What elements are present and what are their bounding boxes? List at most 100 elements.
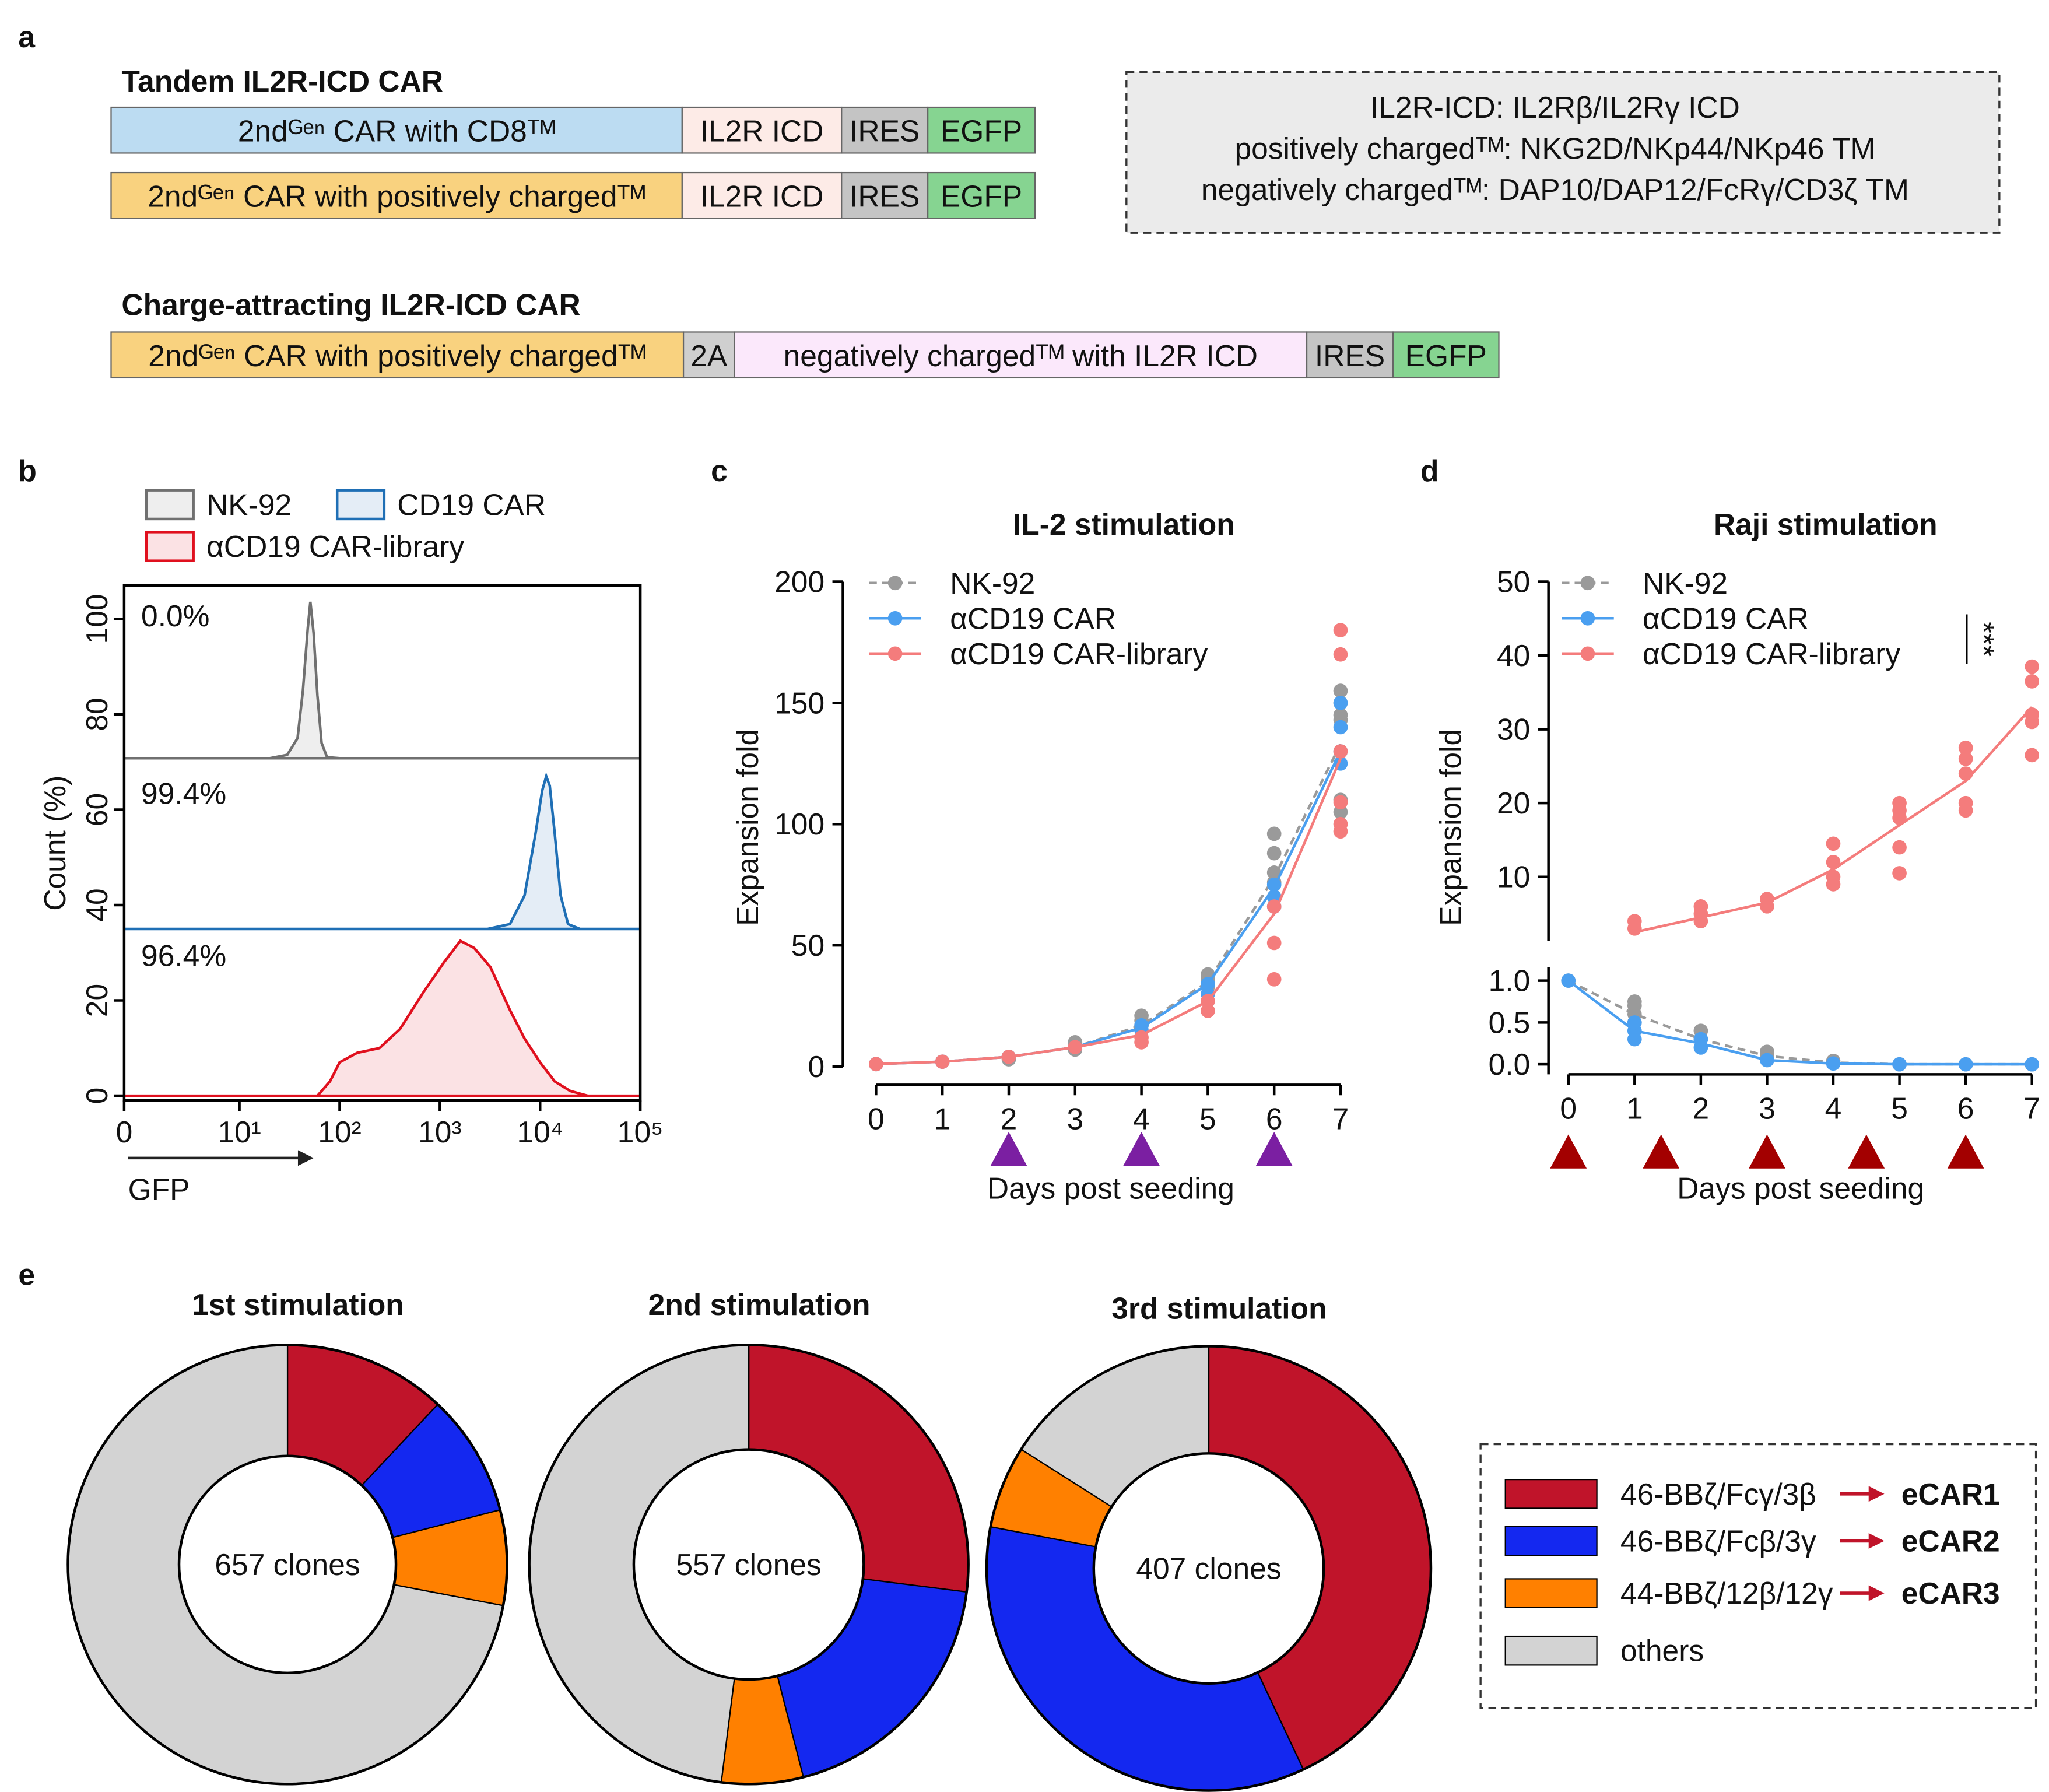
panel-label: e (18, 1257, 35, 1291)
construct-title: Tandem IL2R-ICD CAR (121, 64, 443, 98)
replicate-dot (1266, 877, 1282, 892)
x-tick-label: 6 (1957, 1092, 1974, 1125)
replicate-dot (1266, 935, 1282, 951)
pie-center-label: 657 clones (215, 1548, 360, 1581)
histogram-curve (124, 939, 641, 1097)
segment-label: EGFP (941, 179, 1022, 213)
legend-arrowhead (1868, 1486, 1885, 1502)
y-tick-label: 80 (80, 697, 114, 731)
stimulation-marker (1848, 1134, 1885, 1169)
x-tick-label: 4 (1133, 1102, 1150, 1136)
legend-swatch (1504, 1479, 1598, 1509)
replicate-dot (869, 1057, 883, 1072)
segment-label: 2ndᴳᵉⁿ CAR with CD8ᵀᴹ (238, 114, 556, 148)
legend-label: 46-BBζ/Fcγ/3β (1620, 1477, 1816, 1511)
replicate-dot (1892, 1057, 1907, 1072)
replicate-dot (1826, 869, 1841, 885)
stimulation-marker (1643, 1134, 1680, 1169)
note-line: IL2R-ICD: IL2Rβ/IL2Rγ ICD (1370, 90, 1740, 124)
y-tick-label: 30 (1497, 713, 1530, 746)
legend-swatch (1504, 1578, 1598, 1608)
stimulation-marker (1123, 1132, 1160, 1166)
significance-label: *** (1967, 622, 2001, 657)
legend-dot (1580, 646, 1595, 661)
segment-label: IRES (1315, 339, 1385, 373)
x-tick-label: 0 (1560, 1092, 1577, 1125)
legend-swatch (1504, 1526, 1598, 1556)
stimulation-marker (1255, 1132, 1293, 1166)
replicate-dot (1201, 994, 1215, 1009)
replicate-dot (1134, 1030, 1149, 1045)
construct-segment (682, 331, 735, 379)
pie-hole (632, 1448, 865, 1681)
x-tick-label: 5 (1199, 1102, 1216, 1136)
legend-label: αCD19 CAR-library (1643, 637, 1900, 671)
legend-arrowhead (1868, 1533, 1885, 1549)
replicate-dot (1826, 1056, 1841, 1071)
y-tick-label: 1.0 (1489, 964, 1531, 998)
segment-label: IL2R ICD (700, 114, 824, 148)
replicate-dot (1134, 1018, 1149, 1033)
x-tick-label: 0 (116, 1115, 133, 1149)
x-tick-label: 3 (1066, 1102, 1083, 1136)
x-tick-label: 2 (1001, 1102, 1018, 1136)
x-tick-label: 0 (868, 1102, 885, 1136)
replicate-dot (1001, 1050, 1016, 1064)
replicate-dot (2025, 1057, 2040, 1072)
segment-label: negatively chargedᵀᴹ with IL2R ICD (784, 339, 1258, 373)
x-axis-label: Days post seeding (1677, 1171, 1924, 1205)
replicate-dot (1266, 899, 1282, 914)
chart-title: Raji stimulation (1714, 507, 1938, 541)
replicate-dot (2025, 707, 2040, 722)
construct-title: Charge-attracting IL2R-ICD CAR (121, 287, 580, 321)
legend-swatch (335, 489, 386, 521)
legend-label: NK-92 (1643, 566, 1728, 600)
replicate-dot (1892, 795, 1907, 811)
replicate-dot (1892, 840, 1907, 855)
replicate-dot (1333, 623, 1348, 637)
y-tick-label: 50 (1497, 565, 1530, 599)
pie-title: 1st stimulation (192, 1288, 404, 1321)
x-tick-label: 7 (1332, 1102, 1349, 1136)
construct-segment (110, 171, 683, 219)
replicate-dot (1693, 899, 1708, 914)
pie-outline (985, 1345, 1433, 1792)
construct-segment (1392, 331, 1500, 379)
gate-percent: 96.4% (141, 938, 226, 972)
replicate-dot (2025, 674, 2040, 689)
legend-label: αCD19 CAR-library (206, 529, 464, 563)
replicate-dot (1892, 866, 1907, 881)
replicate-dot (1201, 977, 1215, 991)
panel-label: b (18, 454, 36, 488)
replicate-dot (1333, 696, 1348, 710)
replicate-dot (1958, 1057, 1973, 1072)
legend-target: eCAR3 (1901, 1576, 2000, 1610)
replicate-dot (935, 1054, 950, 1069)
replicate-dot (1958, 795, 1973, 811)
legend-target: eCAR1 (1901, 1477, 2000, 1511)
panel-label: c (711, 454, 728, 488)
legend-label: NK-92 (950, 566, 1035, 600)
y-tick-label: 0.0 (1489, 1047, 1531, 1081)
segment-label: IL2R ICD (700, 179, 824, 213)
replicate-dot (2025, 659, 2040, 674)
legend-label: αCD19 CAR-library (950, 637, 1208, 671)
legend-label: NK-92 (206, 488, 292, 521)
replicate-dot (1333, 707, 1348, 723)
y-axis-label: Expansion fold (731, 729, 764, 926)
y-tick-label: 10 (1497, 860, 1530, 894)
replicate-dot (1266, 972, 1282, 987)
y-tick-label: 200 (774, 565, 824, 599)
replicate-dot (1333, 816, 1348, 832)
legend-label: 46-BBζ/Fcβ/3γ (1620, 1524, 1816, 1558)
replicate-dot (1958, 740, 1973, 755)
replicate-dot (1561, 973, 1576, 988)
segment-label: 2ndᴳᵉⁿ CAR with positively chargedᵀᴹ (148, 339, 646, 373)
y-tick-label: 50 (791, 928, 824, 962)
construct-segment (841, 106, 929, 154)
y-tick-label: 60 (80, 793, 114, 826)
pie-title: 2nd stimulation (648, 1288, 871, 1321)
y-tick-label: 150 (774, 686, 824, 720)
x-tick-label: 10⁵ (617, 1115, 664, 1149)
